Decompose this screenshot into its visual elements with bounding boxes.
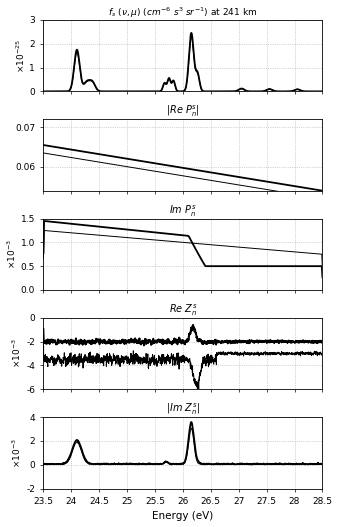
Title: $|Im\ Z_n^s|$: $|Im\ Z_n^s|$ [166, 402, 200, 417]
Title: $f_s\ (\nu,\mu)\ (cm^{-6}\ s^3\ sr^{-1})\ $at 241 km: $f_s\ (\nu,\mu)\ (cm^{-6}\ s^3\ sr^{-1})… [108, 6, 258, 20]
Y-axis label: $\times10^{-3}$: $\times10^{-3}$ [11, 339, 23, 368]
Title: $Re\ Z_n^s$: $Re\ Z_n^s$ [169, 302, 197, 318]
Title: $|Re\ P_n^s|$: $|Re\ P_n^s|$ [166, 104, 200, 119]
Title: $Im\ P_n^s$: $Im\ P_n^s$ [169, 203, 197, 219]
X-axis label: Energy (eV): Energy (eV) [152, 511, 214, 521]
Y-axis label: $\times10^{-3}$: $\times10^{-3}$ [11, 438, 23, 468]
Y-axis label: $\times10^{-3}$: $\times10^{-3}$ [5, 239, 18, 269]
Y-axis label: $\times10^{-25}$: $\times10^{-25}$ [14, 39, 27, 73]
